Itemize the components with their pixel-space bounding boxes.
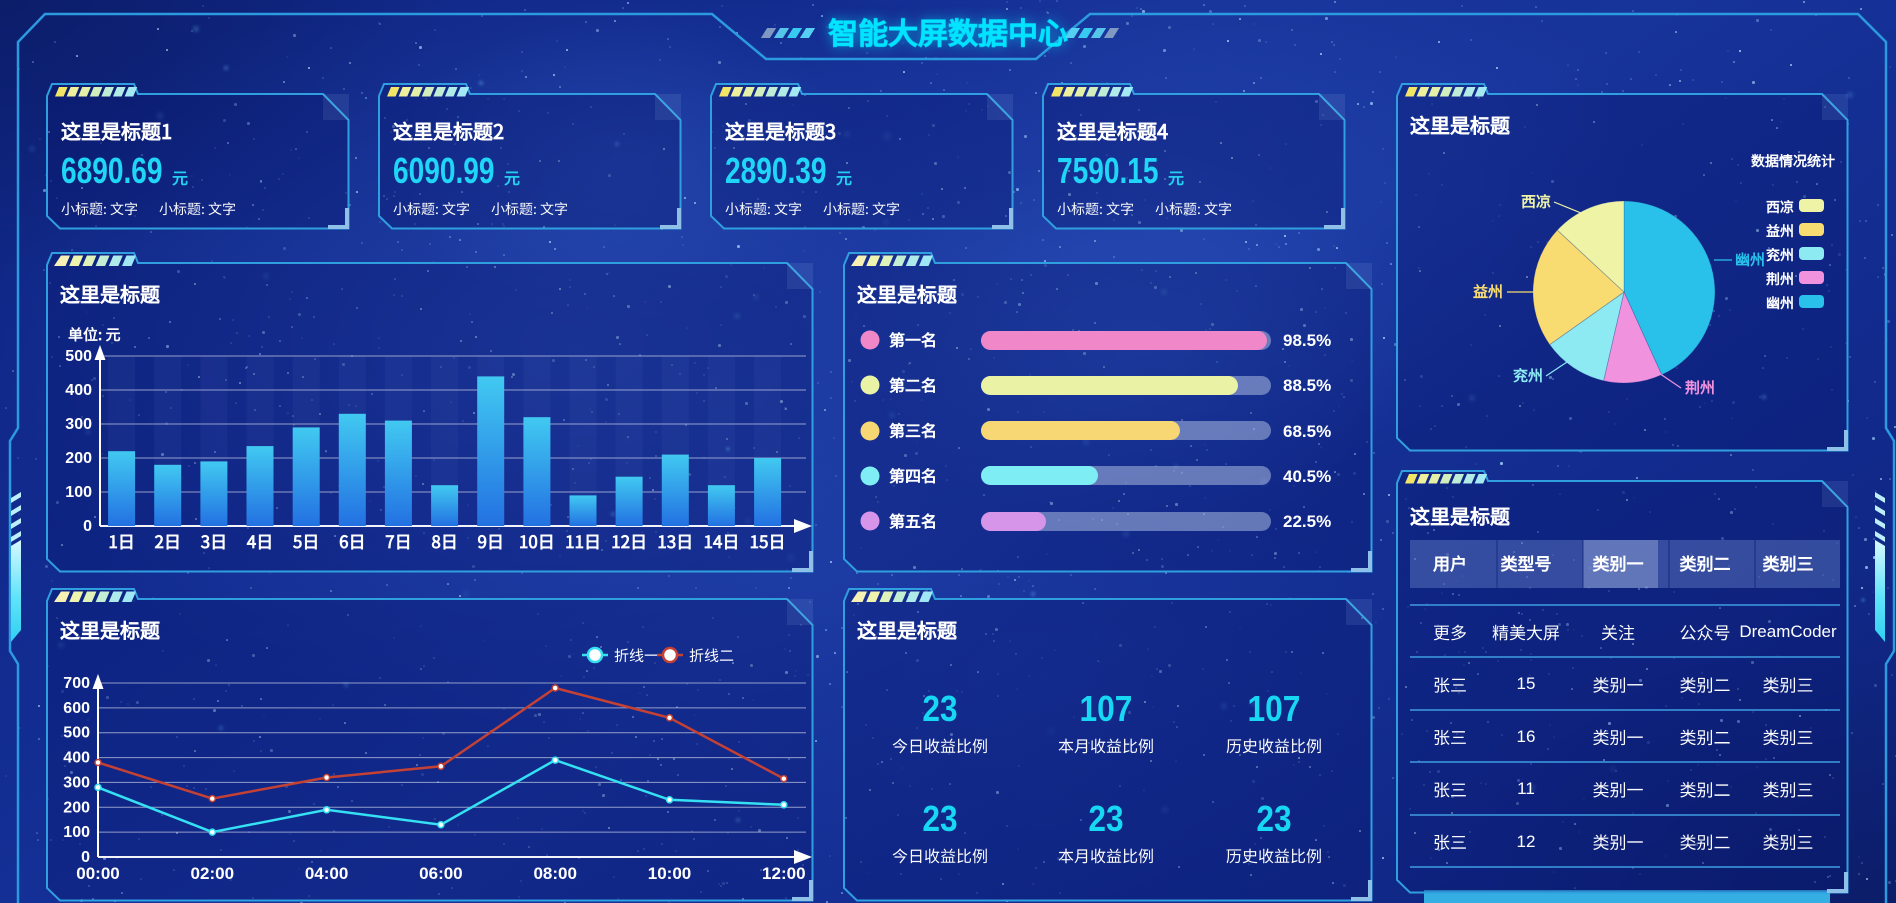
svg-text:100: 100	[63, 824, 90, 841]
svg-text:04:00: 04:00	[305, 864, 348, 883]
svg-text:02:00: 02:00	[191, 864, 234, 883]
svg-text:300: 300	[63, 774, 90, 791]
svg-text:500: 500	[65, 348, 92, 365]
svg-text:12:00: 12:00	[762, 864, 805, 883]
svg-text:40.5%: 40.5%	[1283, 467, 1331, 486]
svg-text:0: 0	[83, 518, 92, 535]
svg-text:68.5%: 68.5%	[1283, 422, 1331, 441]
svg-text:400: 400	[65, 382, 92, 399]
svg-text:100: 100	[65, 484, 92, 501]
svg-text:88.5%: 88.5%	[1283, 376, 1331, 395]
svg-text:200: 200	[65, 450, 92, 467]
svg-text:10:00: 10:00	[648, 864, 691, 883]
svg-text:08:00: 08:00	[533, 864, 576, 883]
svg-text:500: 500	[63, 725, 90, 742]
svg-text:00:00: 00:00	[76, 864, 119, 883]
svg-text:700: 700	[63, 675, 90, 692]
svg-text:400: 400	[63, 750, 90, 767]
svg-text:300: 300	[65, 416, 92, 433]
svg-text:06:00: 06:00	[419, 864, 462, 883]
svg-text:600: 600	[63, 700, 90, 717]
svg-text:200: 200	[63, 799, 90, 816]
svg-text:0: 0	[81, 849, 90, 866]
svg-text:98.5%: 98.5%	[1283, 331, 1331, 350]
svg-text:22.5%: 22.5%	[1283, 512, 1331, 531]
